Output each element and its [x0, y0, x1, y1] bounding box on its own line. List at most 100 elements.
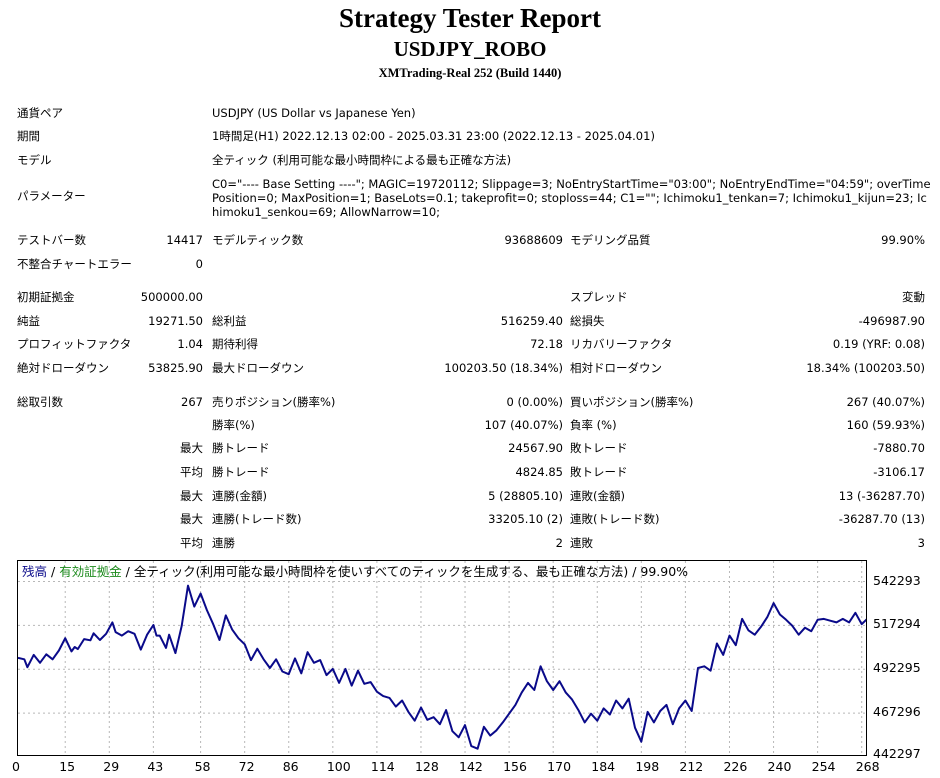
winpct-label: 勝率(%): [212, 418, 255, 432]
max-cons-losses-amt-label: 連敗(金額): [570, 489, 625, 503]
gross-profit-value: 516259.40: [500, 314, 563, 328]
y-tick-label: 492295: [873, 660, 921, 676]
net-value: 19271.50: [148, 314, 203, 328]
pf-label: プロフィットファクタ: [17, 337, 132, 351]
short-label: 売りポジション(勝率%): [212, 395, 336, 409]
avg-cons-losses-label: 連敗: [570, 536, 593, 550]
y-tick-label: 542293: [873, 572, 921, 588]
x-tick-label: 114: [370, 759, 395, 774]
max-dd-value: 100203.50 (18.34%): [444, 361, 563, 375]
x-tick-label: 170: [547, 759, 572, 774]
avg-loss-value: -3106.17: [873, 465, 925, 479]
chart-legend: 残高 / 有効証拠金 / 全ティック(利用可能な最小時間枠を使いすべてのティック…: [22, 564, 688, 580]
deposit-value: 500000.00: [140, 290, 203, 304]
losspct-label: 負率 (%): [570, 418, 617, 432]
x-tick-label: 0: [12, 759, 20, 774]
legend-equity: 有効証拠金: [59, 564, 122, 579]
max-cons-profit-label: 連勝(トレード数): [212, 512, 302, 526]
model-value: 全ティック (利用可能な最小時間枠による最も正確な方法): [212, 153, 512, 167]
x-tick-label: 142: [459, 759, 483, 774]
x-tick-label: 198: [635, 759, 660, 774]
x-tick-label: 15: [59, 759, 76, 774]
x-tick-label: 58: [194, 759, 211, 774]
period-value: 1時間足(H1) 2022.12.13 02:00 - 2025.03.31 2…: [212, 129, 655, 143]
abs-dd-value: 53825.90: [148, 361, 203, 375]
largest-loss-value: -7880.70: [873, 441, 925, 455]
params-label: パラメーター: [17, 189, 86, 203]
average-prefix: 平均: [180, 465, 203, 479]
expected-label: 期待利得: [212, 337, 258, 351]
max-dd-label: 最大ドローダウン: [212, 361, 304, 375]
avg-cons-losses-value: 3: [917, 536, 925, 550]
max-cons-wins-amt-label: 連勝(金額): [212, 489, 267, 503]
balance-line: [18, 584, 866, 750]
x-tick-label: 100: [326, 759, 351, 774]
avg-cons-wins-label: 連勝: [212, 536, 235, 550]
max-cons-wins-amt-value: 5 (28805.10): [488, 489, 563, 503]
report-build: XMTrading-Real 252 (Build 1440): [378, 66, 562, 80]
expected-value: 72.18: [530, 337, 563, 351]
max-cons-loss-value: -36287.70 (13): [838, 512, 925, 526]
x-tick-label: 156: [503, 759, 527, 774]
quality-label: モデリング品質: [570, 233, 651, 247]
x-tick-label: 29: [103, 759, 120, 774]
equity-chart-svg: [18, 561, 866, 755]
x-tick-label: 240: [767, 759, 792, 774]
max-cons-amt-prefix: 最大: [180, 489, 203, 503]
net-label: 純益: [17, 314, 40, 328]
deposit-label: 初期証拠金: [17, 290, 75, 304]
bars-value: 14417: [166, 233, 203, 247]
pair-label: 通貨ペア: [17, 106, 63, 120]
legend-separator: /: [47, 564, 60, 579]
model-label: モデル: [17, 153, 52, 167]
equity-chart: 残高 / 有効証拠金 / 全ティック(利用可能な最小時間枠を使いすべてのティック…: [17, 560, 867, 756]
rel-dd-value: 18.34% (100203.50): [806, 361, 925, 375]
avg-win-label: 勝トレード: [212, 465, 270, 479]
legend-description: / 全ティック(利用可能な最小時間枠を使いすべてのティックを生成する、最も正確な…: [121, 564, 689, 579]
max-cons-losses-amt-value: 13 (-36287.70): [838, 489, 925, 503]
x-tick-label: 43: [147, 759, 164, 774]
pf-value: 1.04: [177, 337, 203, 351]
quality-value: 99.90%: [881, 233, 925, 247]
recovery-value: 0.19 (YRF: 0.08): [832, 337, 925, 351]
x-tick-label: 184: [591, 759, 616, 774]
short-value: 0 (0.00%): [506, 395, 563, 409]
x-tick-label: 268: [855, 759, 880, 774]
x-tick-label: 128: [414, 759, 439, 774]
gross-loss-label: 総損失: [570, 314, 605, 328]
max-cons-loss-label: 連敗(トレード数): [570, 512, 660, 526]
max-cons-profit-value: 33205.10 (2): [488, 512, 563, 526]
winpct-value: 107 (40.07%): [484, 418, 563, 432]
avg-loss-label: 敗トレード: [570, 465, 628, 479]
max-cons-count-prefix: 最大: [180, 512, 203, 526]
long-label: 買いポジション(勝率%): [570, 395, 694, 409]
pair-value: USDJPY (US Dollar vs Japanese Yen): [212, 106, 416, 120]
params-value: C0="---- Base Setting ----"; MAGIC=19720…: [212, 177, 931, 219]
gross-loss-value: -496987.90: [858, 314, 925, 328]
gross-profit-label: 総利益: [212, 314, 247, 328]
x-tick-label: 226: [723, 759, 748, 774]
x-tick-label: 86: [282, 759, 299, 774]
y-tick-label: 467296: [873, 704, 921, 720]
recovery-label: リカバリーファクタ: [570, 337, 673, 351]
avg-win-value: 4824.85: [515, 465, 563, 479]
x-tick-label: 72: [238, 759, 255, 774]
y-tick-label: 517294: [873, 616, 921, 632]
losspct-value: 160 (59.93%): [846, 418, 925, 432]
spread-value: 変動: [902, 290, 925, 304]
x-tick-label: 212: [679, 759, 704, 774]
total-label: 総取引数: [17, 395, 63, 409]
mismatch-label: 不整合チャートエラー: [17, 257, 132, 271]
total-value: 267: [181, 395, 203, 409]
abs-dd-label: 絶対ドローダウン: [17, 361, 109, 375]
bars-label: テストバー数: [17, 233, 86, 247]
mismatch-value: 0: [195, 257, 203, 271]
ticks-value: 93688609: [504, 233, 563, 247]
period-label: 期間: [17, 129, 40, 143]
avg-cons-prefix: 平均: [180, 536, 203, 550]
largest-prefix: 最大: [180, 441, 203, 455]
ticks-label: モデルティック数: [212, 233, 304, 247]
largest-win-value: 24567.90: [508, 441, 563, 455]
report-title: Strategy Tester Report: [339, 3, 601, 33]
avg-cons-wins-value: 2: [555, 536, 563, 550]
